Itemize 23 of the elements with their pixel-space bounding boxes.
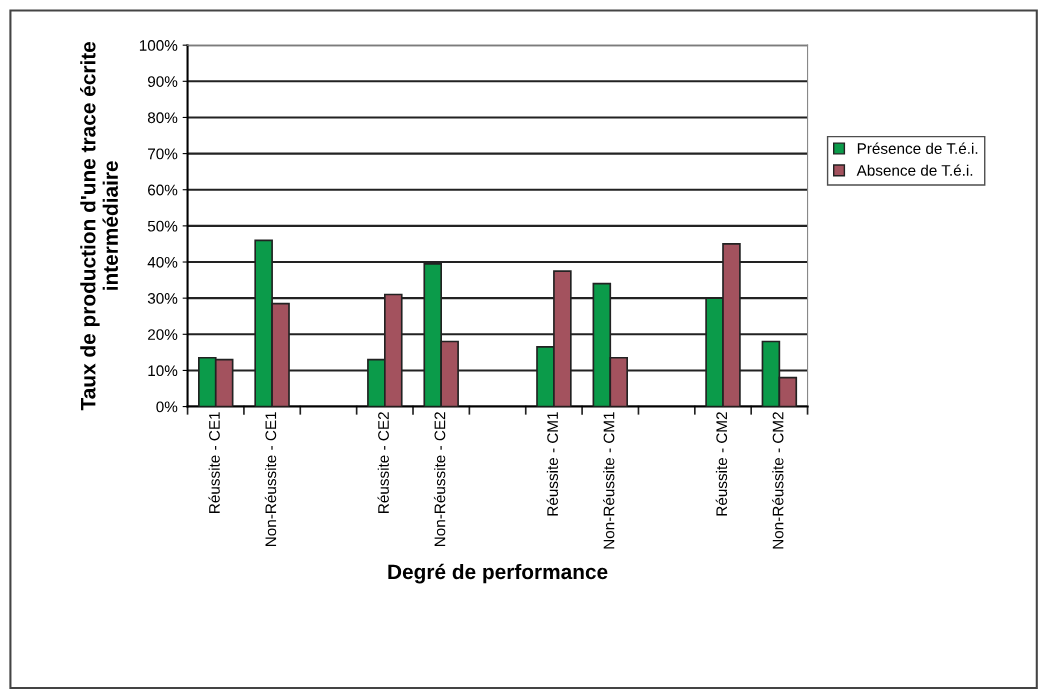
- x-tick-label: Non-Réussite - CM2: [772, 412, 784, 549]
- y-tick-label: 30%: [147, 293, 178, 304]
- y-tick-label: 10%: [148, 365, 178, 377]
- y-tick-label: 90%: [147, 76, 178, 87]
- y-tick-label: 60%: [148, 184, 178, 196]
- y-tick-label: 40%: [147, 256, 178, 268]
- x-tick-label: Non-Réussite - CM1: [602, 412, 615, 549]
- x-tick-label: Non-Réussite - CE2: [433, 412, 446, 547]
- x-axis-title: Degré de performance: [388, 563, 608, 584]
- x-tick-label: Non-Réussite - CE1: [264, 412, 277, 547]
- x-tick-label: Réussite - CE2: [377, 412, 389, 513]
- y-tick-label: 50%: [147, 220, 178, 232]
- x-tick-label: Réussite - CE1: [208, 412, 220, 513]
- y-tick-label: 100%: [139, 40, 178, 51]
- y-tick-label: 70%: [148, 148, 178, 160]
- y-tick-label: 80%: [147, 112, 178, 124]
- x-tick-label: Réussite - CM2: [715, 412, 728, 516]
- legend-label: Présence de T.é.i.: [857, 142, 978, 154]
- y-tick-label: 0%: [156, 401, 178, 413]
- y-tick-label: 20%: [148, 329, 178, 340]
- legend-label: Absence de T.é.i.: [856, 164, 973, 176]
- x-tick-label: Réussite - CM1: [546, 412, 559, 516]
- y-axis-title: Taux de production d'une trace écrite intermédiaire: [80, 41, 118, 411]
